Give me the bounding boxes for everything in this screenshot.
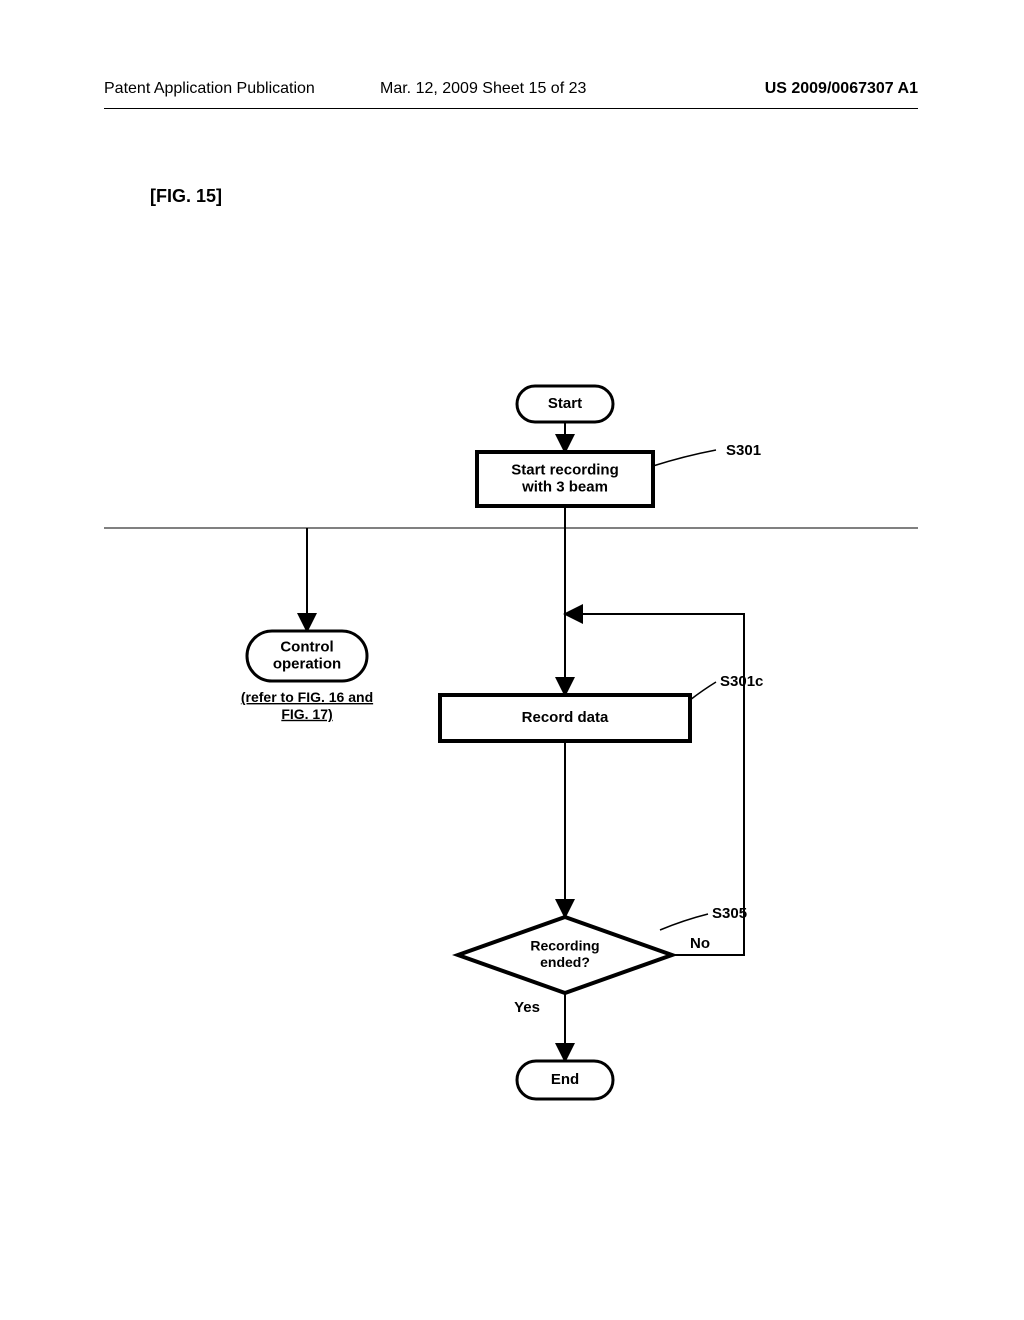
- node-text: Start recording: [511, 461, 619, 478]
- ref-label: S301c: [720, 673, 763, 690]
- node-text: with 3 beam: [521, 479, 608, 496]
- edge: [565, 614, 744, 955]
- ref-label: S301: [726, 442, 761, 459]
- node-text: ended?: [540, 954, 590, 970]
- branch-label: Yes: [514, 999, 540, 1016]
- node-text: Control: [280, 638, 333, 655]
- node-text: Record data: [522, 709, 609, 726]
- ref-label: S305: [712, 905, 747, 922]
- note-text: FIG. 17): [281, 706, 332, 722]
- node-text: Start: [548, 395, 582, 412]
- node-text: End: [551, 1071, 579, 1088]
- node-text: Recording: [530, 938, 599, 954]
- flowchart: Start Start recordingwith 3 beam Controlop…: [0, 0, 1024, 1320]
- note-text: (refer to FIG. 16 and: [241, 689, 373, 705]
- page: Patent Application Publication Mar. 12, …: [0, 0, 1024, 1320]
- node-text: operation: [273, 656, 341, 673]
- branch-label: No: [690, 935, 710, 952]
